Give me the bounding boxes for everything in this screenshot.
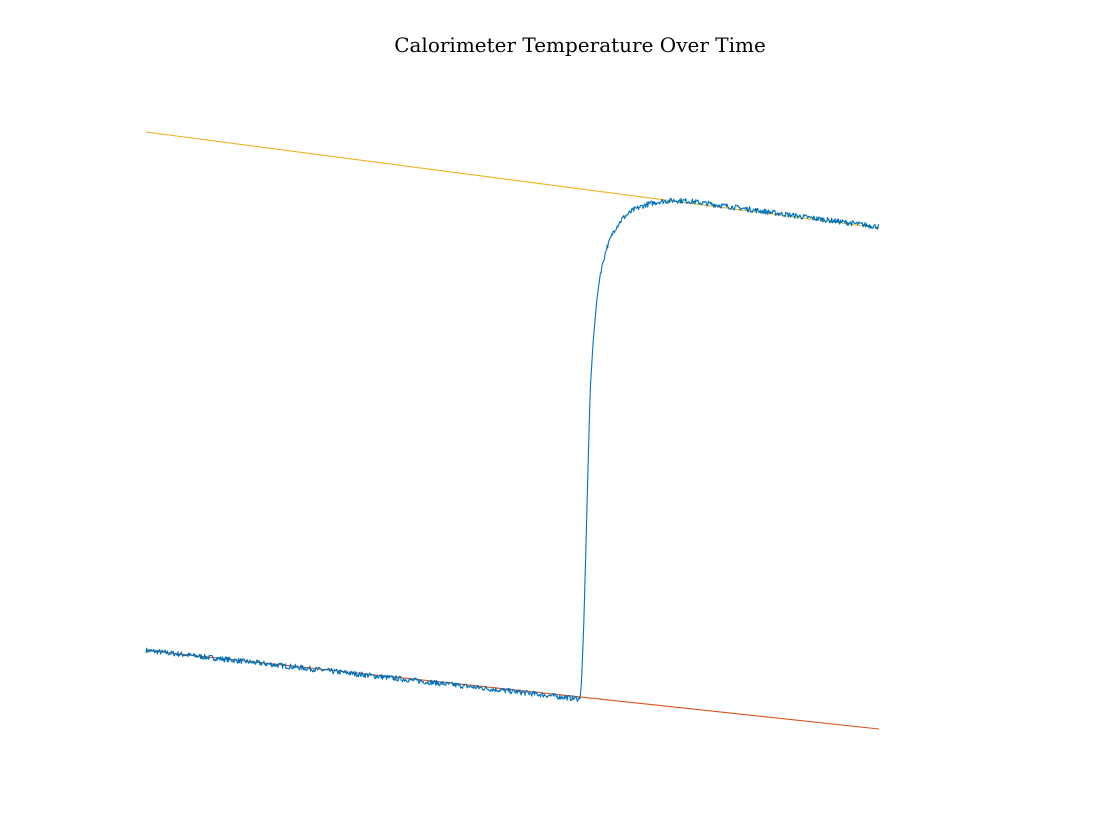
chart-title: Calorimeter Temperature Over Time — [394, 33, 766, 57]
series-line-1 — [145, 197, 880, 702]
series-line-3 — [145, 131, 880, 229]
